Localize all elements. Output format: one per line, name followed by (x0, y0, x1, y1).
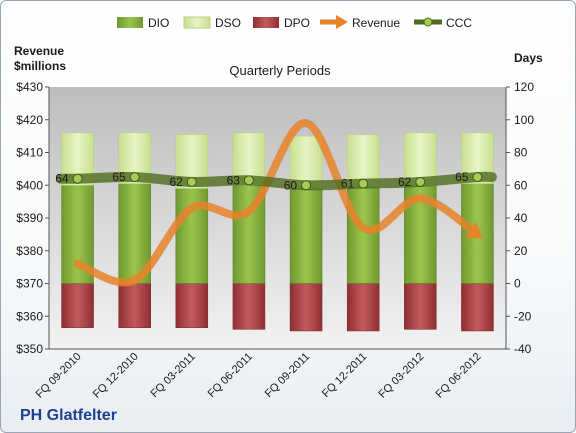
chart-title: PH Glatfelter (20, 407, 117, 424)
left-tick-label: $370 (16, 277, 43, 291)
ccc-point (358, 178, 369, 189)
left-tick-label: $410 (16, 146, 43, 160)
right-tick-label: 100 (514, 113, 534, 127)
ccc-data-label: 65 (112, 170, 126, 184)
ccc-point (472, 172, 483, 183)
x-tick-label: FQ 03-2012 (376, 351, 426, 401)
dpo-bar (61, 283, 94, 328)
ccc-data-label: 61 (341, 177, 355, 191)
ccc-data-label: 60 (284, 178, 298, 192)
ccc-point (415, 176, 426, 187)
legend-swatch-ccc (414, 17, 442, 27)
legend-label-dio: DIO (148, 16, 169, 30)
ccc-point (243, 175, 254, 186)
ccc-point (72, 173, 83, 184)
right-tick-label: 80 (514, 146, 528, 160)
right-tick-label: 0 (514, 277, 521, 291)
dpo-bar (461, 283, 494, 332)
x-tick-label: FQ 12-2010 (91, 351, 141, 401)
dpo-bar (346, 283, 380, 332)
right-tick-label: 40 (514, 211, 528, 225)
dpo-bar (118, 283, 151, 328)
legend-swatch-dpo (253, 17, 279, 28)
lines-layer: 64 65 62 63 60 61 62 65 (55, 119, 497, 287)
x-tick-label: FQ 09-2011 (263, 351, 312, 400)
right-tick-label: 20 (514, 244, 528, 258)
dio-bar (289, 188, 323, 284)
ccc-data-label: 62 (398, 175, 412, 189)
legend-swatch-revenue (320, 15, 348, 29)
ccc-data-label: 64 (55, 172, 69, 186)
left-axis-label-line2: $millions (14, 59, 66, 73)
ccc-data-label: 62 (169, 175, 183, 189)
right-tick-label: 60 (514, 178, 528, 192)
legend-label-ccc: CCC (446, 16, 472, 30)
left-tick-label: $350 (16, 342, 43, 356)
right-tick-label: -20 (514, 309, 532, 323)
x-tick-label: FQ 12-2011 (320, 351, 369, 400)
ccc-point (301, 180, 312, 191)
revenue-arrowhead (465, 221, 483, 239)
left-tick-label: $430 (16, 80, 43, 94)
right-axis-label: Days (514, 51, 543, 65)
ccc-point (186, 176, 197, 187)
legend: DIO DSO DPO Revenue CCC (117, 15, 472, 30)
plot-area (49, 87, 506, 349)
ccc-point (129, 172, 140, 183)
dpo-bar (175, 283, 209, 328)
revenue-line (73, 119, 482, 287)
legend-label-dpo: DPO (284, 16, 310, 30)
legend-swatch-dso (183, 16, 211, 29)
dpo-bar (404, 283, 437, 330)
ccc-line (56, 171, 497, 191)
chart-subtitle: Quarterly Periods (229, 63, 331, 78)
right-tick-label: 120 (514, 80, 534, 94)
dio-bar (346, 186, 380, 284)
x-tick-label: FQ 03-2011 (149, 351, 198, 400)
legend-label-dso: DSO (215, 16, 241, 30)
legend-swatch-dio (117, 17, 143, 28)
ccc-data-label: 63 (227, 173, 241, 187)
left-axis-label-line1: Revenue (14, 44, 64, 58)
left-tick-label: $360 (16, 309, 43, 323)
left-tick-label: $420 (16, 113, 43, 127)
dpo-bar (289, 283, 323, 332)
dpo-bar (232, 283, 266, 330)
x-tick-label: FQ 06-2012 (434, 351, 484, 401)
x-tick-label: FQ 09-2010 (34, 351, 84, 401)
legend-label-revenue: Revenue (352, 16, 400, 30)
left-tick-label: $400 (16, 178, 43, 192)
left-tick-label: $380 (16, 244, 43, 258)
x-tick-label: FQ 06-2011 (206, 351, 255, 400)
left-tick-label: $390 (16, 211, 43, 225)
ccc-data-label: 65 (455, 170, 469, 184)
right-tick-label: -40 (514, 342, 532, 356)
